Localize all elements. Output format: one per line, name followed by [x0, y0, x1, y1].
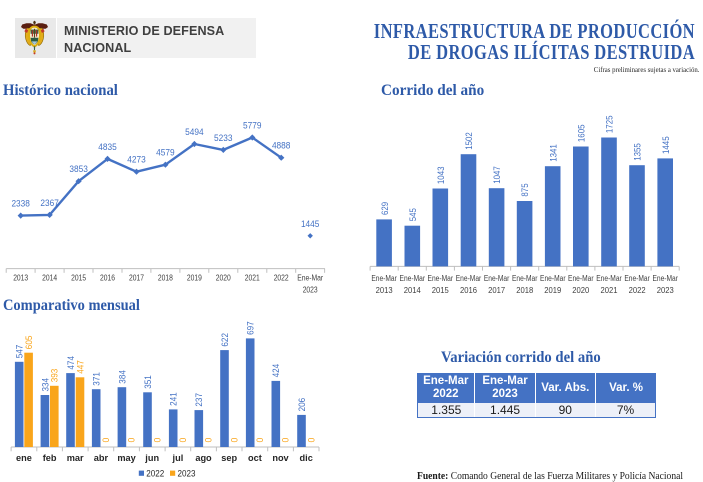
- svg-text:1043: 1043: [436, 167, 446, 185]
- svg-text:1341: 1341: [548, 144, 558, 162]
- svg-text:241: 241: [169, 392, 179, 406]
- svg-text:2015: 2015: [432, 286, 450, 295]
- svg-text:5233: 5233: [214, 133, 233, 143]
- svg-text:2367: 2367: [40, 198, 59, 208]
- svg-text:oct: oct: [248, 453, 262, 463]
- svg-text:545: 545: [408, 208, 418, 221]
- svg-text:0: 0: [204, 438, 214, 443]
- svg-text:mar: mar: [67, 453, 84, 463]
- svg-text:2013: 2013: [376, 286, 394, 295]
- svg-text:may: may: [117, 453, 136, 463]
- svg-text:2017: 2017: [488, 286, 506, 295]
- svg-text:0: 0: [229, 438, 239, 443]
- svg-text:jun: jun: [144, 453, 159, 463]
- svg-text:629: 629: [380, 202, 390, 215]
- svg-text:2014: 2014: [42, 274, 58, 283]
- svg-text:2013: 2013: [13, 274, 28, 283]
- svg-text:0: 0: [178, 438, 188, 443]
- svg-text:2015: 2015: [71, 274, 87, 283]
- svg-text:feb: feb: [43, 453, 57, 463]
- svg-text:0: 0: [255, 438, 265, 443]
- svg-text:Ene-Mar: Ene-Mar: [512, 274, 538, 283]
- svg-text:875: 875: [520, 183, 530, 196]
- svg-text:334: 334: [40, 378, 50, 392]
- svg-text:0: 0: [127, 438, 137, 443]
- svg-text:4888: 4888: [272, 141, 291, 151]
- svg-text:622: 622: [220, 333, 230, 347]
- svg-text:Ene-Mar: Ene-Mar: [568, 274, 594, 283]
- svg-text:sep: sep: [221, 453, 237, 463]
- svg-text:Ene-Mar: Ene-Mar: [371, 274, 397, 283]
- svg-text:3853: 3853: [69, 164, 88, 174]
- svg-text:2022: 2022: [146, 468, 164, 478]
- svg-text:Ene-Mar: Ene-Mar: [456, 274, 482, 283]
- svg-text:2022: 2022: [274, 274, 289, 283]
- svg-text:2016: 2016: [100, 274, 115, 283]
- svg-text:1047: 1047: [492, 166, 502, 184]
- svg-text:ene: ene: [16, 453, 32, 463]
- svg-text:1502: 1502: [464, 132, 474, 150]
- svg-text:2022: 2022: [629, 286, 647, 295]
- svg-text:Ene-Mar: Ene-Mar: [652, 274, 678, 283]
- svg-text:ago: ago: [195, 453, 212, 463]
- svg-text:5494: 5494: [185, 127, 204, 137]
- svg-text:424: 424: [271, 364, 281, 378]
- svg-text:jul: jul: [172, 453, 184, 463]
- svg-text:697: 697: [246, 321, 256, 335]
- svg-text:2023: 2023: [178, 468, 196, 478]
- svg-text:2017: 2017: [129, 274, 144, 283]
- svg-text:474: 474: [66, 356, 76, 370]
- svg-text:0: 0: [281, 438, 291, 443]
- svg-text:2016: 2016: [460, 286, 478, 295]
- svg-text:2018: 2018: [158, 274, 173, 283]
- svg-text:2021: 2021: [245, 274, 260, 283]
- svg-text:206: 206: [297, 398, 307, 412]
- svg-text:2023: 2023: [657, 286, 675, 295]
- svg-text:1445: 1445: [661, 136, 671, 154]
- svg-text:1725: 1725: [605, 116, 615, 134]
- svg-text:0: 0: [306, 438, 316, 443]
- svg-text:0: 0: [101, 438, 111, 443]
- svg-text:5779: 5779: [243, 121, 262, 131]
- svg-text:547: 547: [15, 345, 25, 359]
- svg-text:4273: 4273: [127, 155, 146, 165]
- svg-text:2023: 2023: [303, 286, 318, 295]
- svg-text:abr: abr: [94, 453, 109, 463]
- svg-text:351: 351: [143, 375, 153, 389]
- svg-text:384: 384: [117, 370, 127, 384]
- svg-text:393: 393: [50, 369, 60, 383]
- svg-text:Ene-Mar: Ene-Mar: [540, 274, 566, 283]
- svg-text:1445: 1445: [301, 219, 320, 229]
- svg-text:4579: 4579: [156, 148, 175, 158]
- svg-text:Ene-Mar: Ene-Mar: [297, 274, 323, 283]
- svg-text:dic: dic: [300, 453, 313, 463]
- svg-text:237: 237: [194, 393, 204, 407]
- svg-text:2020: 2020: [572, 286, 590, 295]
- svg-text:2338: 2338: [11, 199, 30, 209]
- svg-text:2021: 2021: [601, 286, 619, 295]
- svg-text:2020: 2020: [216, 274, 232, 283]
- svg-text:Ene-Mar: Ene-Mar: [484, 274, 510, 283]
- svg-text:nov: nov: [272, 453, 289, 463]
- svg-text:4835: 4835: [98, 142, 117, 152]
- svg-text:605: 605: [24, 336, 34, 350]
- svg-text:447: 447: [75, 360, 85, 374]
- svg-text:Ene-Mar: Ene-Mar: [428, 274, 454, 283]
- svg-text:1355: 1355: [633, 143, 643, 161]
- svg-text:Ene-Mar: Ene-Mar: [400, 274, 426, 283]
- svg-text:2019: 2019: [544, 286, 562, 295]
- svg-text:Ene-Mar: Ene-Mar: [596, 274, 622, 283]
- svg-text:0: 0: [152, 438, 162, 443]
- svg-text:1605: 1605: [576, 125, 586, 143]
- svg-text:2019: 2019: [187, 274, 202, 283]
- svg-text:2014: 2014: [404, 286, 422, 295]
- svg-text:2018: 2018: [516, 286, 534, 295]
- svg-text:371: 371: [92, 372, 102, 386]
- svg-text:Ene-Mar: Ene-Mar: [624, 274, 650, 283]
